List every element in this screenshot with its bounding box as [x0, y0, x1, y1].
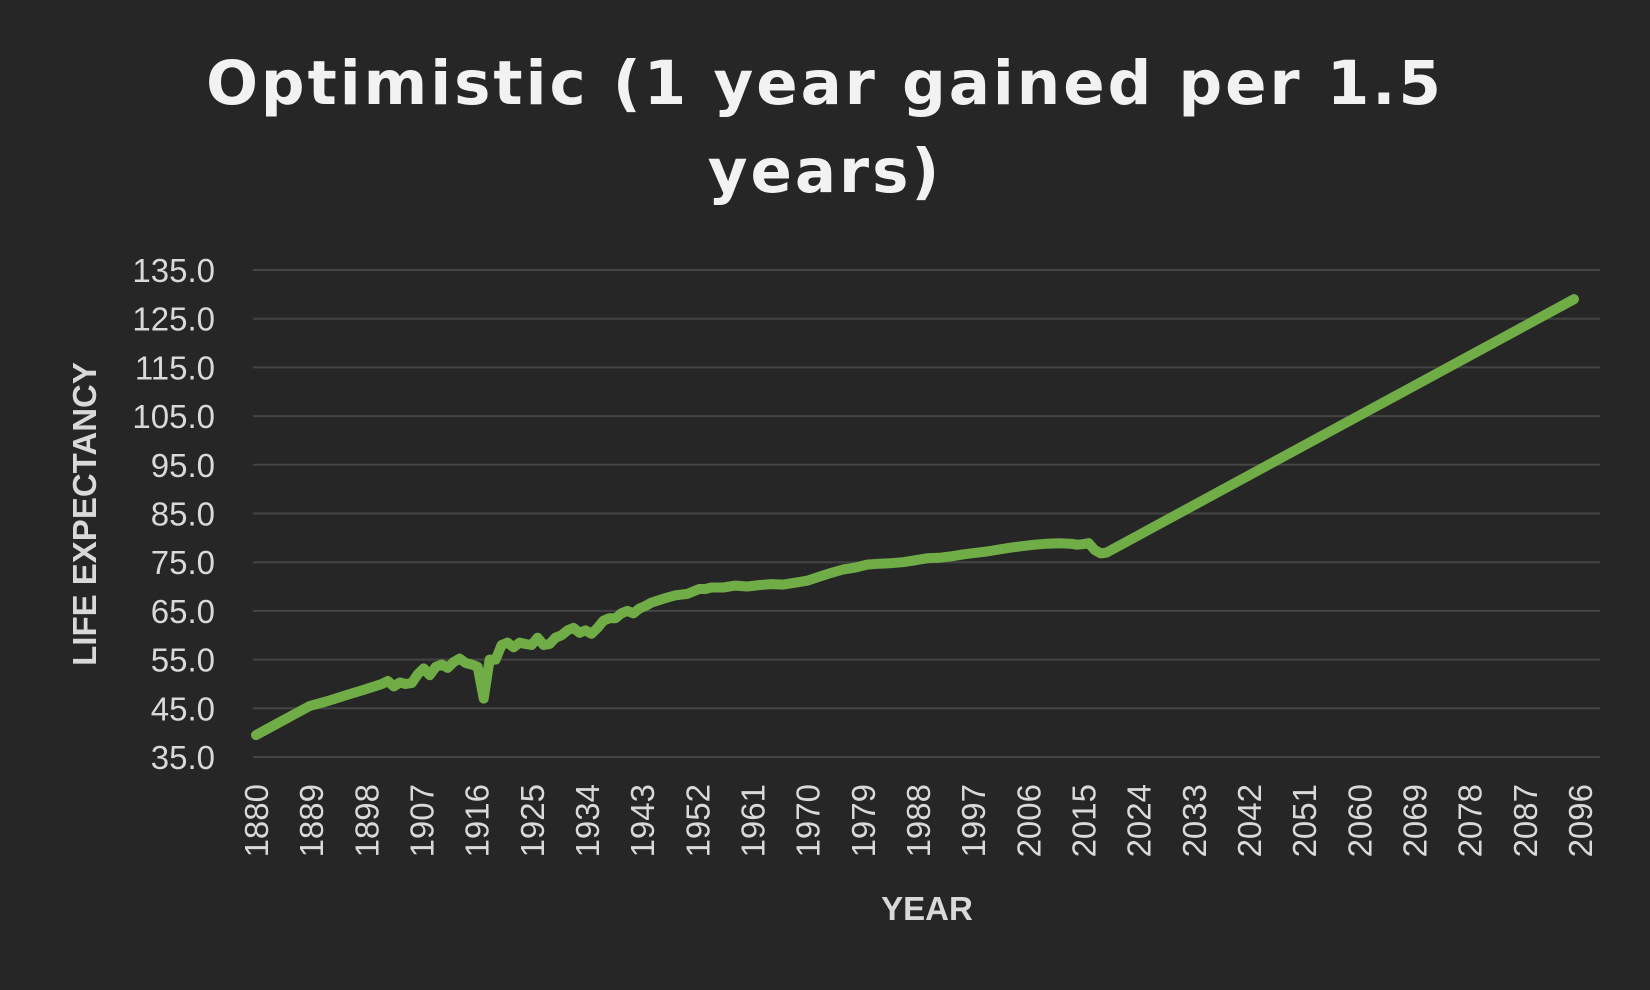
y-tick-label: 115.0 [135, 349, 215, 386]
x-tick-label: 2069 [1397, 784, 1434, 857]
x-tick-label: 1997 [955, 784, 992, 857]
y-tick-label: 85.0 [151, 496, 215, 533]
x-tick-label: 2087 [1507, 784, 1544, 857]
x-tick-label: 2033 [1176, 784, 1213, 857]
x-tick-label: 1907 [404, 784, 441, 857]
y-axis-title: LIFE EXPECTANCY [66, 362, 103, 666]
x-tick-label: 2024 [1121, 784, 1158, 857]
x-tick-label: 2015 [1066, 784, 1103, 857]
x-tick-label: 1943 [624, 784, 661, 857]
series-layer [251, 294, 1579, 741]
x-tick-label: 1961 [735, 784, 772, 857]
x-tick-label: 1925 [514, 784, 551, 857]
chart-title-line-2: years) [708, 136, 943, 207]
x-tick-label: 2042 [1231, 784, 1268, 857]
x-tick-label: 1880 [238, 784, 275, 857]
x-tick-label: 1988 [900, 784, 937, 857]
y-tick-label: 55.0 [151, 642, 215, 679]
x-tick-label: 1889 [293, 784, 330, 857]
y-tick-label: 105.0 [132, 398, 215, 435]
y-tick-label: 135.0 [132, 252, 215, 289]
y-tick-label: 95.0 [151, 447, 215, 484]
y-tick-label: 125.0 [132, 301, 215, 338]
x-tick-label: 1898 [348, 784, 385, 857]
x-axis-tick-labels: 1880 1889 1898 1907 1916 1925 1934 1943 1952 1961… [238, 784, 1599, 857]
x-tick-label: 2060 [1341, 784, 1378, 857]
x-tick-label: 1952 [679, 784, 716, 857]
x-tick-label: 1979 [845, 784, 882, 857]
y-tick-label: 45.0 [151, 690, 215, 727]
y-tick-label: 35.0 [151, 739, 215, 776]
x-tick-label: 1916 [459, 784, 496, 857]
chart-title-line-1: Optimistic (1 year gained per 1.5 [206, 48, 1444, 119]
x-tick-label: 2006 [1010, 784, 1047, 857]
x-tick-label: 2096 [1562, 784, 1599, 857]
x-axis-title: YEAR [881, 890, 973, 927]
x-tick-label: 2078 [1452, 784, 1489, 857]
x-tick-label: 1934 [569, 784, 606, 857]
x-tick-label: 1970 [790, 784, 827, 857]
y-tick-label: 75.0 [151, 544, 215, 581]
y-tick-label: 65.0 [151, 593, 215, 630]
y-axis-tick-labels: 35.0 45.0 55.0 65.0 75.0 85.0 95.0 105.0 115.0 12… [132, 252, 215, 776]
series-line [251, 294, 1579, 741]
x-tick-label: 2051 [1286, 784, 1323, 857]
gridlines [253, 269, 1600, 758]
